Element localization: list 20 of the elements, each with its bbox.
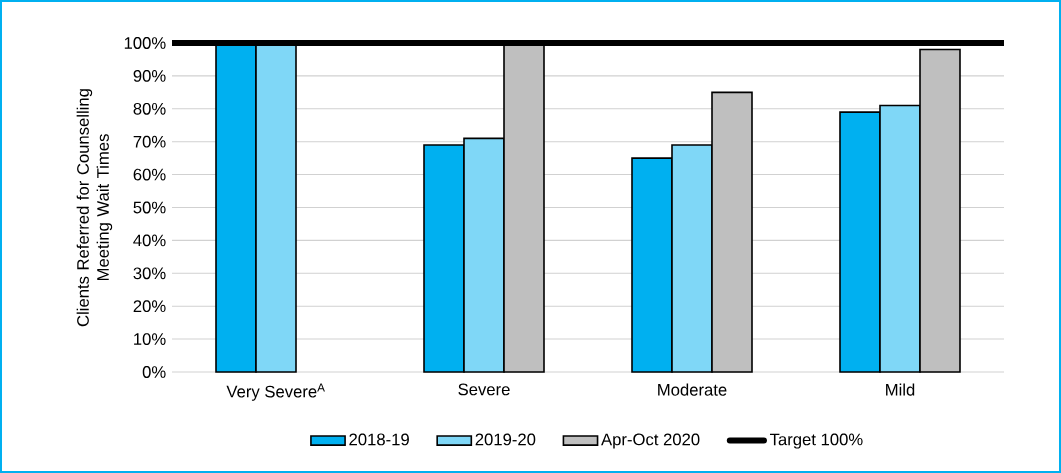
y-tick-label: 10% — [134, 333, 166, 345]
y-tick-label: 60% — [133, 168, 166, 181]
y-tick-label: 100% — [124, 37, 166, 49]
y-tick-label: 70% — [133, 135, 166, 148]
legend-label: Target 100% — [769, 433, 863, 449]
legend-label: Apr-Oct 2020 — [601, 433, 700, 449]
y-tick-label: 0% — [142, 366, 166, 378]
x-tick-label: Severe — [458, 383, 510, 396]
y-tick-label: 40% — [133, 234, 166, 247]
legend-label: 2018-19 — [349, 433, 409, 446]
y-axis-title: Clients Referred for Counselling Meeting Wait Times — [76, 89, 113, 327]
y-tick-label: 50% — [133, 201, 166, 214]
legend-label: 2019-20 — [475, 433, 536, 446]
y-tick-label: 80% — [133, 102, 166, 115]
x-tick-label: Mild — [886, 383, 915, 396]
x-tick-label: Moderate — [658, 383, 727, 396]
y-tick-label: 90% — [133, 70, 166, 82]
y-tick-label: 20% — [133, 300, 166, 313]
y-tick-label: 30% — [133, 267, 166, 280]
x-tick-label: Very Severe$^{A}$ — [226, 383, 325, 401]
